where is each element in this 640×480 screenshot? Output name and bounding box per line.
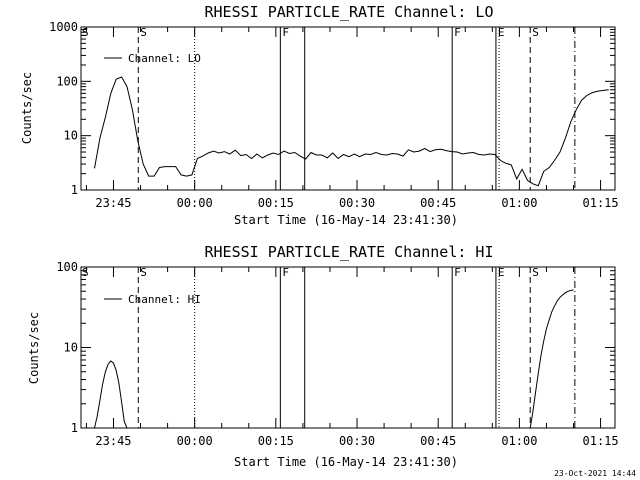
event-marker: E <box>498 26 505 39</box>
chart-title-lo: RHESSI PARTICLE_RATE Channel: LO <box>205 3 494 21</box>
ticks-hi: 1 10 100 23:45 00:00 00:15 00:30 00:45 01:00 01:1… <box>56 260 618 448</box>
series-line <box>529 289 574 429</box>
event-marker: S <box>532 266 539 279</box>
legend-label-lo: Channel: LO <box>128 52 201 65</box>
y-tick-label: 10 <box>64 341 78 355</box>
series-hi <box>94 289 574 429</box>
x-tick-label: 23:45 <box>95 434 131 448</box>
x-tick-label: 00:45 <box>420 434 456 448</box>
event-marker: F <box>454 26 461 39</box>
y-tick-label: 100 <box>56 74 78 88</box>
series-lo <box>94 76 609 187</box>
y-tick-label: 1000 <box>49 20 78 34</box>
x-tick-label: 01:00 <box>501 434 537 448</box>
event-marker: E <box>498 266 505 279</box>
series-line <box>94 76 609 187</box>
event-marker: S <box>140 26 147 39</box>
vlines-hi: S F F E SS <box>82 266 576 428</box>
panel-hi: RHESSI PARTICLE_RATE Channel: HI 1 10 100 2… <box>27 243 619 469</box>
x-tick-label: 00:15 <box>258 434 294 448</box>
event-marker: F <box>454 266 461 279</box>
x-tick-label: 01:15 <box>583 434 619 448</box>
x-tick-label: 00:00 <box>177 196 213 210</box>
event-marker: S <box>140 266 147 279</box>
y-axis-label-hi: Counts/sec <box>27 312 41 384</box>
event-marker: S <box>532 26 539 39</box>
series-line <box>94 360 128 429</box>
x-tick-label: 00:00 <box>177 434 213 448</box>
x-tick-label: 01:15 <box>583 196 619 210</box>
event-marker: S <box>82 266 89 279</box>
y-axis-label-lo: Counts/sec <box>20 72 34 144</box>
x-tick-label: 00:45 <box>420 196 456 210</box>
x-tick-label: 23:45 <box>95 196 131 210</box>
event-marker: F <box>282 26 289 39</box>
timestamp: 23-Oct-2021 14:44 <box>554 469 636 478</box>
y-tick-label: 100 <box>56 260 78 274</box>
x-axis-label-lo: Start Time (16-May-14 23:41:30) <box>234 213 458 227</box>
y-tick-label: 1 <box>71 421 78 435</box>
plot-frame-lo <box>80 26 616 191</box>
legend-label-hi: Channel: HI <box>128 293 201 306</box>
y-tick-label: 1 <box>71 183 78 197</box>
y-tick-label: 10 <box>64 129 78 143</box>
x-tick-label: 00:15 <box>258 196 294 210</box>
event-marker: S <box>82 26 89 39</box>
chart-title-hi: RHESSI PARTICLE_RATE Channel: HI <box>205 243 494 261</box>
vlines-lo: S F F E SS <box>82 26 576 190</box>
x-tick-label: 00:30 <box>339 434 375 448</box>
x-tick-label: 01:00 <box>501 196 537 210</box>
event-marker: F <box>282 266 289 279</box>
x-tick-label: 00:30 <box>339 196 375 210</box>
panel-lo: RHESSI PARTICLE_RATE Channel: LO 1101001… <box>20 3 619 227</box>
x-axis-label-hi: Start Time (16-May-14 23:41:30) <box>234 455 458 469</box>
ticks-lo: 1 10 100 1000 23:45 00:00 00:15 00:30 00:45 01:00… <box>49 20 619 210</box>
plot-frame-hi <box>80 266 616 429</box>
